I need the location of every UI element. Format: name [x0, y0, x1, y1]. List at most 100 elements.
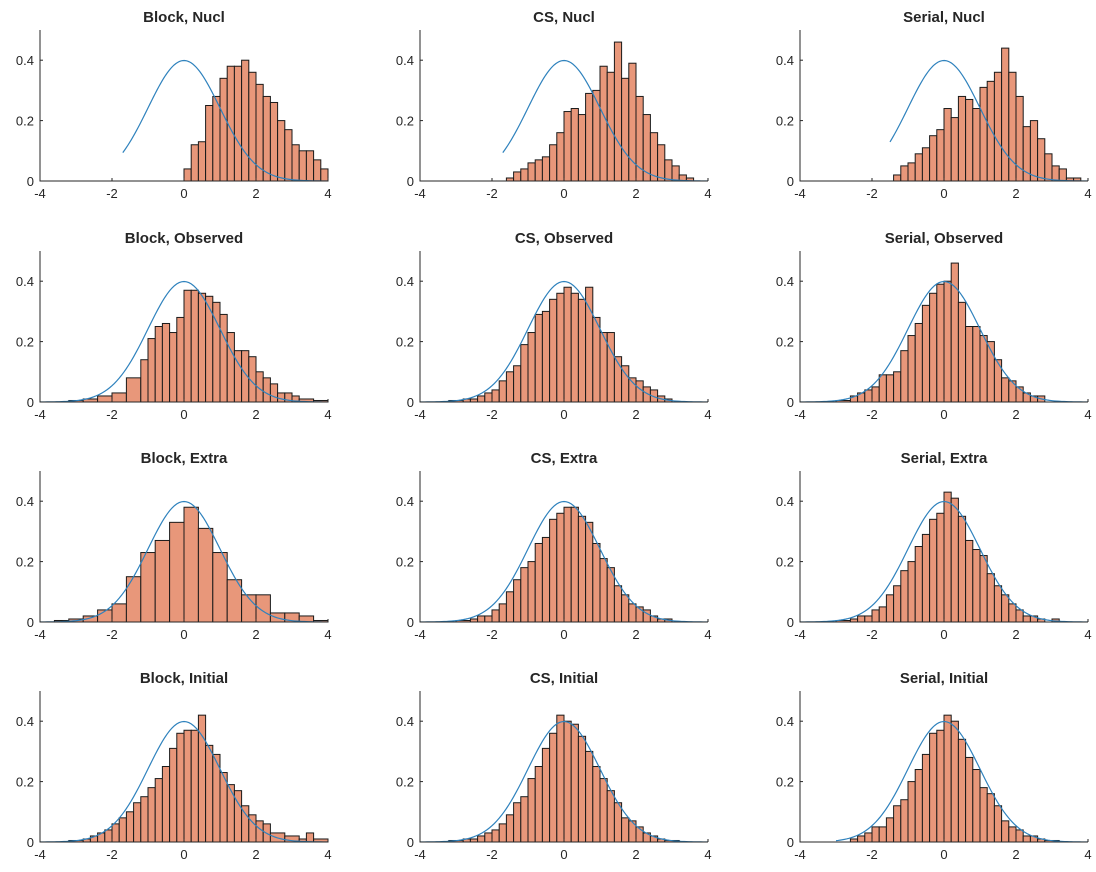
histogram-bar — [900, 165, 909, 182]
histogram-bar — [878, 374, 887, 403]
x-tick-label: -2 — [866, 186, 878, 201]
panel-title: Serial, Initial — [900, 670, 988, 687]
x-tick-label: 4 — [704, 186, 711, 201]
panel-title: CS, Extra — [531, 450, 598, 467]
x-tick-label: 4 — [1084, 627, 1091, 642]
y-tick-label: 0.2 — [396, 775, 414, 790]
histogram-bar — [972, 549, 981, 623]
histogram-bar — [864, 832, 873, 843]
histogram-bar — [541, 536, 551, 623]
histogram-bar — [871, 386, 880, 403]
histogram-bar — [111, 392, 127, 403]
histogram-bar — [907, 335, 916, 403]
y-tick-label: 0.4 — [776, 494, 794, 509]
histogram-bar — [972, 769, 981, 843]
histogram-bar — [477, 615, 486, 623]
x-tick-label: 4 — [324, 186, 331, 201]
x-tick-label: -2 — [106, 407, 118, 422]
histogram-bar — [878, 826, 887, 843]
histogram-bar — [943, 714, 952, 843]
histogram-bar — [1015, 609, 1024, 623]
histogram-bar — [972, 108, 981, 182]
histogram-bar — [563, 506, 572, 623]
y-tick-label: 0 — [27, 835, 34, 850]
y-tick-label: 0.4 — [16, 494, 34, 509]
normal-pdf-curve — [419, 500, 709, 623]
x-tick-label: 2 — [252, 407, 259, 422]
x-tick-label: 0 — [180, 407, 187, 422]
histogram-bar — [921, 304, 931, 403]
y-tick-label: 0 — [787, 174, 794, 189]
histogram-bar — [965, 326, 974, 403]
histogram-bar — [914, 769, 923, 843]
histogram-bar — [885, 817, 895, 843]
histogram-bar — [965, 756, 974, 843]
normal-pdf-curve — [419, 720, 709, 843]
x-tick-label: -4 — [794, 627, 806, 642]
histogram-bar — [907, 162, 916, 182]
histogram-bar — [563, 720, 572, 843]
normal-pdf-curve — [799, 500, 1089, 623]
x-tick-label: -2 — [106, 186, 118, 201]
histogram-bar — [885, 594, 895, 623]
histogram-bar — [140, 359, 149, 403]
panel-title: Block, Initial — [140, 670, 228, 687]
y-tick-label: 0.2 — [16, 555, 34, 570]
histogram-bar — [498, 603, 507, 623]
histogram-bar — [513, 802, 522, 843]
histogram-bar — [556, 132, 565, 182]
histogram-bar — [621, 365, 630, 403]
histogram-bar — [993, 585, 1003, 623]
x-tick-label: 2 — [1012, 407, 1019, 422]
histogram-bar — [541, 156, 551, 182]
normal-pdf-curve — [799, 280, 1089, 403]
histogram-bar — [549, 732, 558, 843]
panel: Block, Nucl -4 -2 0 2 4 0 0.2 0.4 — [16, 9, 332, 201]
histogram-bar — [111, 603, 127, 623]
histogram-bar — [541, 747, 551, 843]
histogram-bar — [664, 159, 673, 182]
normal-pdf-curve — [419, 280, 709, 403]
histogram-bar — [649, 132, 659, 182]
histogram-bar — [190, 729, 199, 843]
panel: CS, Nucl -4 -2 0 2 4 0 0.2 0.4 — [396, 9, 712, 201]
histogram-bar — [592, 316, 601, 403]
histogram-bar — [549, 144, 558, 182]
histogram-bar — [169, 747, 178, 843]
y-tick-label: 0.2 — [396, 114, 414, 129]
histogram-bar — [570, 723, 579, 843]
histogram-bar — [929, 518, 938, 623]
y-tick-label: 0.2 — [776, 335, 794, 350]
histogram-bar — [1022, 835, 1031, 843]
x-tick-label: 2 — [1012, 186, 1019, 201]
histogram-bar — [176, 732, 185, 843]
histogram-bar — [226, 784, 235, 843]
histogram-bar — [277, 120, 286, 182]
x-tick-label: 4 — [324, 407, 331, 422]
histogram-bar — [169, 332, 178, 403]
x-tick-label: -2 — [486, 847, 498, 862]
histogram-bar — [241, 805, 250, 843]
panel-title: Block, Observed — [125, 230, 243, 247]
y-tick-label: 0 — [27, 395, 34, 410]
panel-title: Block, Nucl — [143, 9, 225, 26]
y-tick-label: 0.4 — [396, 714, 414, 729]
histogram-bar — [900, 350, 909, 403]
x-tick-label: 4 — [1084, 847, 1091, 862]
histogram-bar — [197, 714, 207, 843]
histogram-bar — [606, 790, 615, 843]
histogram-bar — [628, 603, 637, 623]
histogram-bar — [900, 570, 909, 623]
histogram-bar — [269, 383, 279, 403]
histogram-bar — [277, 392, 286, 403]
x-tick-label: 4 — [324, 847, 331, 862]
x-tick-label: -2 — [866, 407, 878, 422]
histogram-bar — [513, 171, 522, 182]
histogram-bar — [592, 542, 601, 623]
histogram-bar — [154, 539, 171, 623]
histogram-bar — [1008, 826, 1017, 843]
x-tick-label: -4 — [414, 186, 426, 201]
histogram-bar — [491, 389, 500, 403]
panel: Block, Extra -4 -2 0 2 4 0 0.2 0.4 — [16, 450, 332, 642]
histogram-bar — [864, 615, 873, 623]
